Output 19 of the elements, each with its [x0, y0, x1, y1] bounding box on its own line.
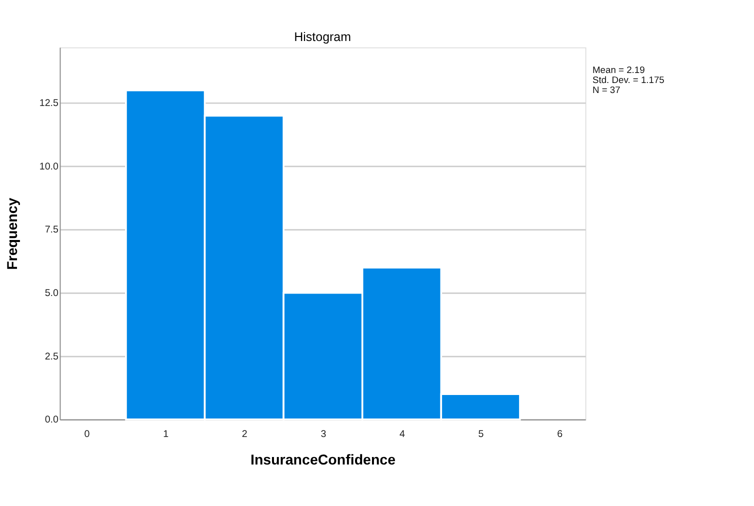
x-tick-label: 4 — [399, 428, 406, 440]
y-axis-title: Frequency — [5, 198, 22, 270]
x-tick-label: 2 — [242, 428, 248, 440]
x-tick-label: 1 — [163, 428, 169, 440]
x-axis-title: InsuranceConfidence — [250, 452, 396, 468]
x-tick-label: 6 — [557, 428, 564, 440]
y-tick-label: 2.5 — [44, 351, 59, 362]
y-tick-label: 12.5 — [39, 98, 59, 110]
x-tick-label: 5 — [478, 428, 484, 440]
text: Std. Dev. = 1.175 — [592, 75, 664, 86]
x-tick-label: 0 — [84, 428, 90, 440]
y-tick-label: 0.0 — [44, 414, 59, 426]
y-tick-label: 7.5 — [44, 224, 59, 236]
y-tick-label: 10.0 — [39, 161, 59, 172]
x-tick-label: 3 — [320, 428, 327, 440]
y-tick-label: 5.0 — [44, 288, 59, 299]
text: Mean = 2.19 — [592, 65, 645, 76]
chart-title: Histogram — [294, 30, 352, 44]
text: N = 37 — [592, 84, 620, 95]
